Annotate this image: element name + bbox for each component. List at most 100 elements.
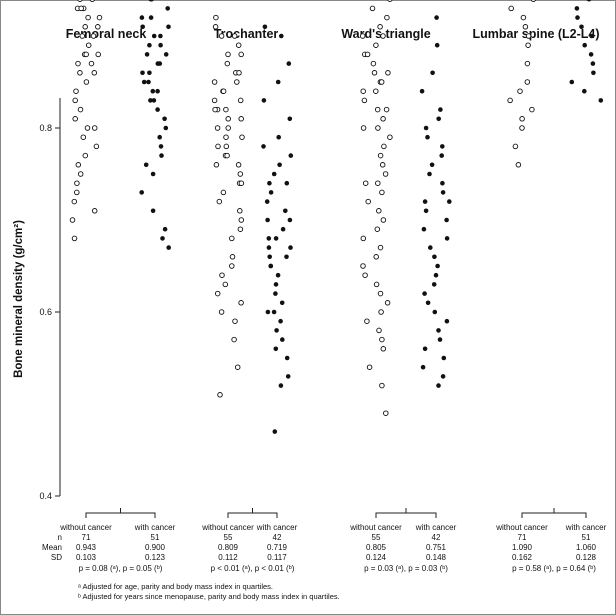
point-with-cancer <box>155 88 160 94</box>
point-without-cancer <box>524 60 531 67</box>
p-value: p = 0.58 (ᵃ), p = 0.64 (ᵇ) <box>512 564 596 573</box>
p-value: p < 0.01 (ᵃ), p < 0.01 (ᵇ) <box>211 564 295 573</box>
point-with-cancer <box>264 199 270 204</box>
point-with-cancer <box>163 52 169 57</box>
point-with-cancer <box>288 153 294 158</box>
y-tick-label: 0.8 <box>39 123 52 133</box>
point-without-cancer <box>519 125 525 131</box>
point-with-cancer <box>434 42 440 48</box>
point-without-cancer <box>383 106 390 113</box>
stat-sd: 0.148 <box>426 553 447 562</box>
y-tick-label: 0.6 <box>39 307 52 317</box>
point-without-cancer <box>229 235 235 242</box>
y-ticks: 0.40.60.81.01.21.4 <box>39 123 60 501</box>
point-with-cancer <box>266 236 272 241</box>
point-without-cancer <box>218 33 225 39</box>
point-without-cancer <box>82 152 89 159</box>
y-axis: Bone mineral density (g/cm²) <box>13 98 61 496</box>
stat-n: 55 <box>224 533 233 542</box>
point-without-cancer <box>530 0 537 2</box>
point-without-cancer <box>238 180 245 186</box>
point-without-cancer <box>377 24 383 30</box>
point-without-cancer <box>382 171 389 177</box>
point-with-cancer <box>590 61 596 66</box>
footnotes: ᵃ Adjusted for age, parity and body mass… <box>78 582 340 601</box>
point-with-cancer <box>273 282 279 287</box>
group-label: without cancer <box>349 523 402 532</box>
point-with-cancer <box>275 272 281 278</box>
point-with-cancer <box>591 70 596 76</box>
stat-n: 42 <box>273 533 282 542</box>
stat-mean: 0.943 <box>76 543 97 552</box>
point-without-cancer <box>95 24 101 30</box>
point-with-cancer <box>279 33 284 39</box>
point-with-cancer <box>155 61 161 66</box>
point-with-cancer <box>436 328 441 333</box>
stat-mean: 0.805 <box>366 543 387 552</box>
point-with-cancer <box>586 0 592 2</box>
point-with-cancer <box>275 79 281 85</box>
point-without-cancer <box>237 97 244 104</box>
y-axis-label: Bone mineral density (g/cm²) <box>13 220 25 378</box>
point-without-cancer <box>377 244 384 251</box>
point-without-cancer <box>224 152 230 159</box>
stat-mean: 0.809 <box>218 543 239 552</box>
point-without-cancer <box>380 33 386 39</box>
point-with-cancer <box>140 70 145 76</box>
point-with-cancer <box>574 6 580 11</box>
point-with-cancer <box>431 282 437 287</box>
point-without-cancer <box>82 24 88 30</box>
point-with-cancer <box>440 190 446 195</box>
point-with-cancer <box>158 33 163 39</box>
point-with-cancer <box>582 88 587 94</box>
point-with-cancer <box>280 337 285 342</box>
point-without-cancer <box>374 106 381 113</box>
point-without-cancer <box>379 336 385 343</box>
stat-mean: 0.900 <box>145 543 166 552</box>
point-without-cancer <box>232 318 238 324</box>
point-without-cancer <box>214 125 221 131</box>
point-with-cancer <box>433 272 439 278</box>
point-with-cancer <box>271 309 277 315</box>
point-with-cancer <box>284 355 290 361</box>
point-with-cancer <box>428 245 433 250</box>
point-without-cancer <box>218 309 225 315</box>
point-without-cancer <box>91 208 98 214</box>
point-without-cancer <box>93 143 100 150</box>
point-with-cancer <box>589 33 594 39</box>
group-label: without cancer <box>59 523 112 532</box>
point-with-cancer <box>146 79 151 85</box>
point-without-cancer <box>376 208 382 214</box>
stat-sd: 0.112 <box>218 553 238 562</box>
point-without-cancer <box>384 14 390 21</box>
point-without-cancer <box>220 88 227 94</box>
stat-row-label: SD <box>51 553 62 562</box>
point-without-cancer <box>225 125 231 131</box>
point-with-cancer <box>166 24 171 30</box>
point-without-cancer <box>377 152 384 159</box>
point-with-cancer <box>265 217 270 223</box>
point-with-cancer <box>419 88 425 94</box>
panel-title: Femoral neck <box>66 27 147 41</box>
point-with-cancer <box>441 355 447 361</box>
point-with-cancer <box>272 429 278 434</box>
stat-sd: 0.123 <box>145 553 166 562</box>
point-without-cancer <box>381 143 387 150</box>
stat-mean: 0.751 <box>426 543 447 552</box>
point-with-cancer <box>276 134 282 140</box>
point-with-cancer <box>440 374 446 379</box>
point-without-cancer <box>380 116 386 122</box>
point-without-cancer <box>222 281 229 288</box>
stat-n: 55 <box>372 533 381 542</box>
point-without-cancer <box>88 60 95 67</box>
point-with-cancer <box>274 328 279 333</box>
point-with-cancer <box>287 217 293 223</box>
point-without-cancer <box>383 410 389 416</box>
point-without-cancer <box>379 189 385 196</box>
point-without-cancer <box>384 300 391 306</box>
point-with-cancer <box>151 98 157 103</box>
stat-row-label: Mean <box>42 543 62 552</box>
point-without-cancer <box>72 97 78 104</box>
